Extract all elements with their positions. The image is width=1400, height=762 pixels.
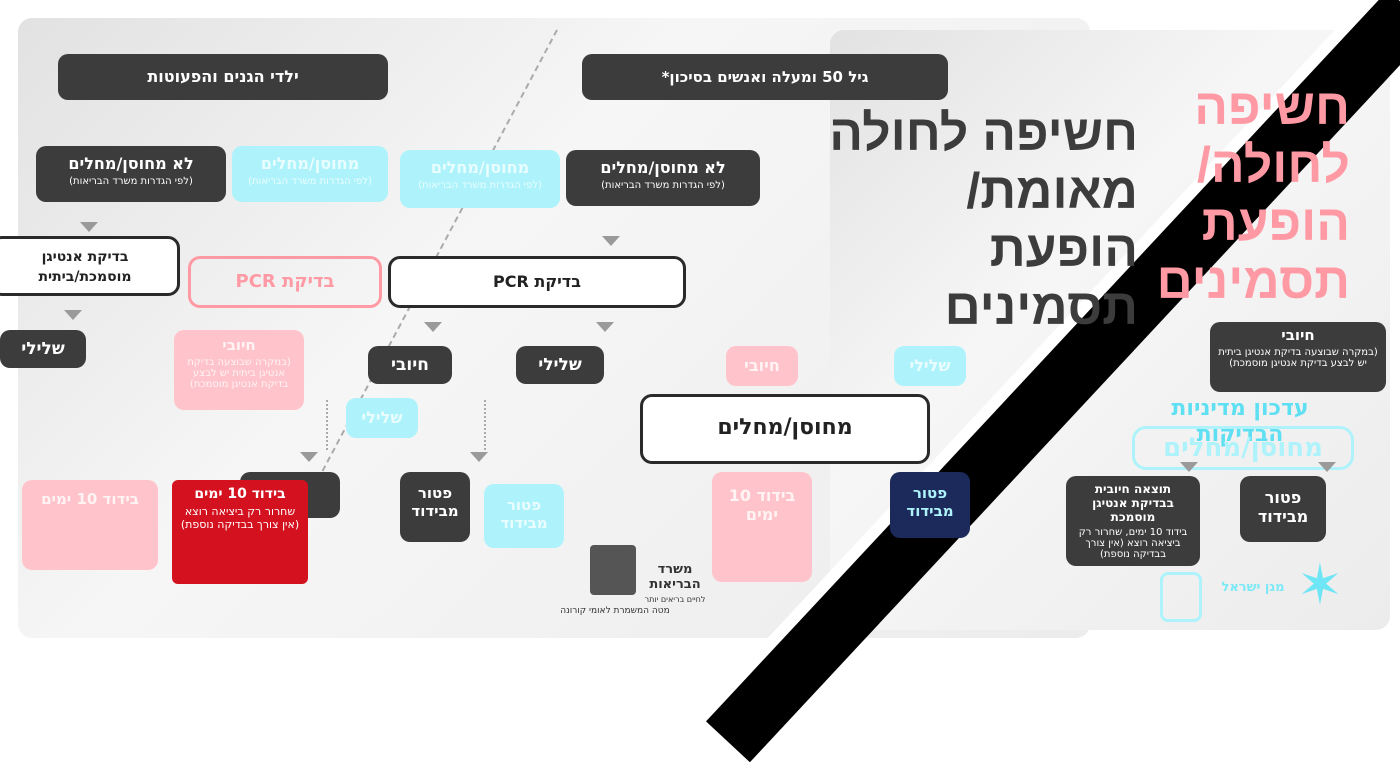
note: (לפי הגדרות משרד הבריאות) [69,176,193,187]
arrow-icon [300,452,318,462]
label: לא מחוסן/מחלים [600,158,726,177]
middle-positive: חיובי [368,346,452,384]
middle-test-box: בדיקת PCR [388,256,686,308]
ministry-logo: משרד הבריאות לחיים בריאים יותר [640,562,710,604]
right-positive: חיובי (במקרה שבוצעה בדיקת אנטיגן ביתית יש… [1210,322,1386,392]
middle-negative: שלילי [516,346,604,384]
connector [484,400,486,450]
note: לחיים בריאים יותר [644,595,706,604]
left-test-box: בדיקת אנטיגן מוסמכת/ביתית [0,236,180,296]
right-exempt: פטור מבידוד [1240,476,1326,542]
ghost-title-line: הופעת [1201,195,1350,251]
menorah-emblem-icon [590,545,636,595]
arrow-icon [596,322,614,332]
connector [326,400,328,450]
left-vaccinated-ghost: מחוסן/מחלים (לפי הגדרות משרד הבריאות) [232,146,388,202]
note: (לפי הגדרות משרד הבריאות) [418,180,542,191]
isolation-ghost-2: בידוד 10 ימים [712,472,812,582]
label: חיובי [222,336,256,354]
note: (במקרה שבוצעה בדיקת אנטיגן ביתית יש לבצע… [1218,347,1378,369]
middle-vaccinated-ghost: מחוסן/מחלים (לפי הגדרות משרד הבריאות) [400,150,560,208]
star-icon: ✶ [1296,553,1344,618]
middle-positive-ghost: חיובי [726,346,798,386]
isolation-red: בידוד 10 ימים שחרור רק ביציאה רוצא (אין צ… [172,480,308,584]
exempt-ghost: פטור מבידוד [484,484,564,548]
arrow-icon [80,222,98,232]
isolation-ghost: בידוד 10 ימים [22,480,158,570]
right-result: תוצאה חיובית בבדיקת אנטיגן מוסמכת בידוד 1… [1066,476,1200,566]
note: בידוד 10 ימים, שחרור רק ביציאה רוצא (אין… [1078,527,1188,560]
title-line: תסמינים [944,279,1138,335]
label: חיובי [1281,326,1315,344]
page-title-ghost: חשיפה לחולה/הופעת תסמינים [1157,78,1350,310]
title-line: מאומת/ [966,163,1138,219]
label: מחוסן/מחלים [430,158,530,177]
middle-test-ghost: בדיקת PCR [188,256,382,308]
middle-vaccinated-box: מחוסן/מחלים [640,394,930,464]
left-negative: שלילי [0,330,86,368]
magen-logo: מגן ישראל [1221,580,1285,595]
title-line: חשיפה לחולה [829,105,1138,161]
arrow-icon [470,452,488,462]
label: מחוסן/מחלים [260,154,360,173]
middle-negative-ghost: שלילי [346,398,418,438]
middle-negative-ghost-2: שלילי [894,346,966,386]
note: (לפי הגדרות משרד הבריאות) [248,176,372,187]
middle-header: גיל 50 ומעלה ואנשים בסיכון* [582,54,948,100]
arrow-icon [64,310,82,320]
label: תוצאה חיובית בבדיקת אנטיגן מוסמכת [1092,482,1174,524]
ghost-title-line: חשיפה [1194,79,1350,135]
note: (לפי הגדרות משרד הבריאות) [601,180,725,191]
title-line: הופעת [989,221,1138,277]
label: משרד הבריאות [649,562,701,592]
ghost-title-line: תסמינים [1156,253,1350,309]
note: שחרור רק ביציאה רוצא (אין צורך בבדיקה נו… [180,505,300,531]
label: בידוד 10 ימים [194,486,286,502]
arrow-icon [602,236,620,246]
middle-not-vaccinated: לא מחוסן/מחלים (לפי הגדרות משרד הבריאות) [566,150,760,206]
arrow-icon [1318,462,1336,472]
state-emblem-icon [1160,572,1202,622]
left-positive-ghost: חיובי (במקרה שבוצעה בדיקת אנטיגן ביתית יש… [174,330,304,410]
label: לא מחוסן/מחלים [68,154,194,173]
command-logo: מטה המשמרת לאומי קורונה [560,606,670,616]
left-header: ילדי הגנים והפעוטות [58,54,388,100]
ghost-title-line: לחולה/ [1197,137,1350,193]
left-not-vaccinated: לא מחוסן/מחלים (לפי הגדרות משרד הבריאות) [36,146,226,202]
exempt-ghost-dark: פטור מבידוד [890,472,970,538]
exempt-box: פטור מבידוד [400,472,470,542]
arrow-icon [424,322,442,332]
note: (במקרה שבוצעה בדיקת אנטיגן ביתית יש לבצע… [187,357,291,390]
right-vaccinated-box: מחוסן/מחלים [1132,426,1354,470]
arrow-icon [1180,462,1198,472]
page-title: חשיפה לחולה מאומת/הופעת תסמינים [829,104,1138,336]
